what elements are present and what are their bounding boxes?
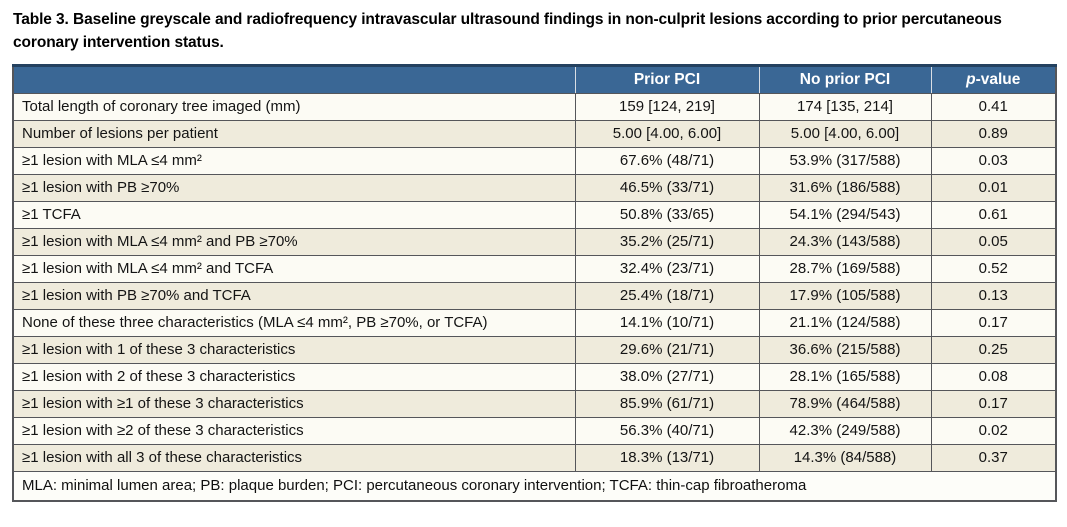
prior-pci-value: 29.6% (21/71): [574, 335, 760, 364]
prior-pci-value: 85.9% (61/71): [574, 389, 760, 418]
table-row: ≥1 lesion with 2 of these 3 characterist…: [12, 362, 1057, 391]
row-label: ≥1 TCFA: [12, 200, 576, 229]
p-value: 0.41: [930, 92, 1057, 121]
table-row: ≥1 lesion with all 3 of these characteri…: [12, 443, 1057, 472]
row-label: None of these three characteristics (MLA…: [12, 308, 576, 337]
table-title: Table 3. Baseline greyscale and radiofre…: [13, 11, 1002, 52]
table-row: ≥1 lesion with MLA ≤4 mm² 67.6% (48/71) …: [12, 146, 1057, 175]
no-prior-pci-value: 28.7% (169/588): [758, 254, 932, 283]
table-row: ≥1 lesion with ≥2 of these 3 characteris…: [12, 416, 1057, 445]
table-row: ≥1 lesion with ≥1 of these 3 characteris…: [12, 389, 1057, 418]
p-value-rest: -value: [975, 70, 1021, 88]
row-label: ≥1 lesion with 2 of these 3 characterist…: [12, 362, 576, 391]
column-header-prior-pci: Prior PCI: [574, 65, 759, 94]
no-prior-pci-value: 42.3% (249/588): [758, 416, 932, 445]
abbreviations-footnote: MLA: minimal lumen area; PB: plaque burd…: [13, 470, 1056, 501]
table-row: ≥1 lesion with MLA ≤4 mm² and TCFA 32.4%…: [12, 254, 1057, 283]
prior-pci-value: 35.2% (25/71): [574, 227, 760, 256]
no-prior-pci-value: 21.1% (124/588): [758, 308, 932, 337]
ivus-findings-table: Prior PCI No prior PCI p-value Total len…: [12, 63, 1057, 502]
row-label: ≥1 lesion with 1 of these 3 characterist…: [12, 335, 576, 364]
row-label: ≥1 lesion with all 3 of these characteri…: [12, 443, 576, 472]
row-label: ≥1 lesion with PB ≥70%: [12, 173, 576, 202]
header-row: Prior PCI No prior PCI p-value: [13, 65, 1056, 94]
no-prior-pci-value: 28.1% (165/588): [758, 362, 932, 391]
p-value: 0.52: [930, 254, 1057, 283]
p-value: 0.25: [930, 335, 1057, 364]
row-label: ≥1 lesion with PB ≥70% and TCFA: [12, 281, 576, 310]
prior-pci-value: 25.4% (18/71): [574, 281, 760, 310]
prior-pci-value: 50.8% (33/65): [574, 200, 760, 229]
column-header-p-value: p-value: [930, 65, 1056, 94]
column-header-no-prior-pci: No prior PCI: [758, 65, 931, 94]
table-row: Total length of coronary tree imaged (mm…: [12, 92, 1057, 121]
prior-pci-value: 32.4% (23/71): [574, 254, 760, 283]
no-prior-pci-value: 31.6% (186/588): [758, 173, 932, 202]
prior-pci-value: 67.6% (48/71): [574, 146, 760, 175]
page: Table 3. Baseline greyscale and radiofre…: [12, 11, 1057, 502]
no-prior-pci-value: 14.3% (84/588): [758, 443, 932, 472]
prior-pci-value: 56.3% (40/71): [574, 416, 760, 445]
row-label: ≥1 lesion with MLA ≤4 mm²: [12, 146, 576, 175]
row-label: ≥1 lesion with MLA ≤4 mm² and PB ≥70%: [12, 227, 576, 256]
prior-pci-value: 38.0% (27/71): [574, 362, 760, 391]
row-label: ≥1 lesion with MLA ≤4 mm² and TCFA: [12, 254, 576, 283]
prior-pci-value: 14.1% (10/71): [574, 308, 760, 337]
row-label: Number of lesions per patient: [12, 119, 576, 148]
table-row: ≥1 TCFA 50.8% (33/65) 54.1% (294/543) 0.…: [12, 200, 1057, 229]
p-value: 0.08: [930, 362, 1057, 391]
table-row: None of these three characteristics (MLA…: [12, 308, 1057, 337]
table-row: ≥1 lesion with MLA ≤4 mm² and PB ≥70% 35…: [12, 227, 1057, 256]
no-prior-pci-value: 24.3% (143/588): [758, 227, 932, 256]
p-value: 0.01: [930, 173, 1057, 202]
no-prior-pci-value: 174 [135, 214]: [758, 92, 932, 121]
prior-pci-value: 5.00 [4.00, 6.00]: [574, 119, 760, 148]
p-value: 0.13: [930, 281, 1057, 310]
table-row: ≥1 lesion with 1 of these 3 characterist…: [12, 335, 1057, 364]
row-label: Total length of coronary tree imaged (mm…: [12, 92, 576, 121]
prior-pci-value: 46.5% (33/71): [574, 173, 760, 202]
no-prior-pci-value: 36.6% (215/588): [758, 335, 932, 364]
prior-pci-value: 18.3% (13/71): [574, 443, 760, 472]
p-value: 0.03: [930, 146, 1057, 175]
no-prior-pci-value: 17.9% (105/588): [758, 281, 932, 310]
p-value: 0.61: [930, 200, 1057, 229]
footnote-row: MLA: minimal lumen area; PB: plaque burd…: [13, 470, 1056, 501]
table-row: ≥1 lesion with PB ≥70% 46.5% (33/71) 31.…: [12, 173, 1057, 202]
row-label: ≥1 lesion with ≥1 of these 3 characteris…: [12, 389, 576, 418]
p-value: 0.17: [930, 308, 1057, 337]
p-value: 0.05: [930, 227, 1057, 256]
no-prior-pci-value: 53.9% (317/588): [758, 146, 932, 175]
no-prior-pci-value: 5.00 [4.00, 6.00]: [758, 119, 932, 148]
no-prior-pci-value: 78.9% (464/588): [758, 389, 932, 418]
p-value: 0.02: [930, 416, 1057, 445]
p-value: 0.17: [930, 389, 1057, 418]
prior-pci-value: 159 [124, 219]: [574, 92, 760, 121]
column-header-empty: [13, 65, 575, 94]
no-prior-pci-value: 54.1% (294/543): [758, 200, 932, 229]
table-row: Number of lesions per patient 5.00 [4.00…: [12, 119, 1057, 148]
table-row: ≥1 lesion with PB ≥70% and TCFA 25.4% (1…: [12, 281, 1057, 310]
row-label: ≥1 lesion with ≥2 of these 3 characteris…: [12, 416, 576, 445]
p-value-italic-p: p: [966, 70, 976, 88]
p-value: 0.37: [930, 443, 1057, 472]
p-value: 0.89: [930, 119, 1057, 148]
